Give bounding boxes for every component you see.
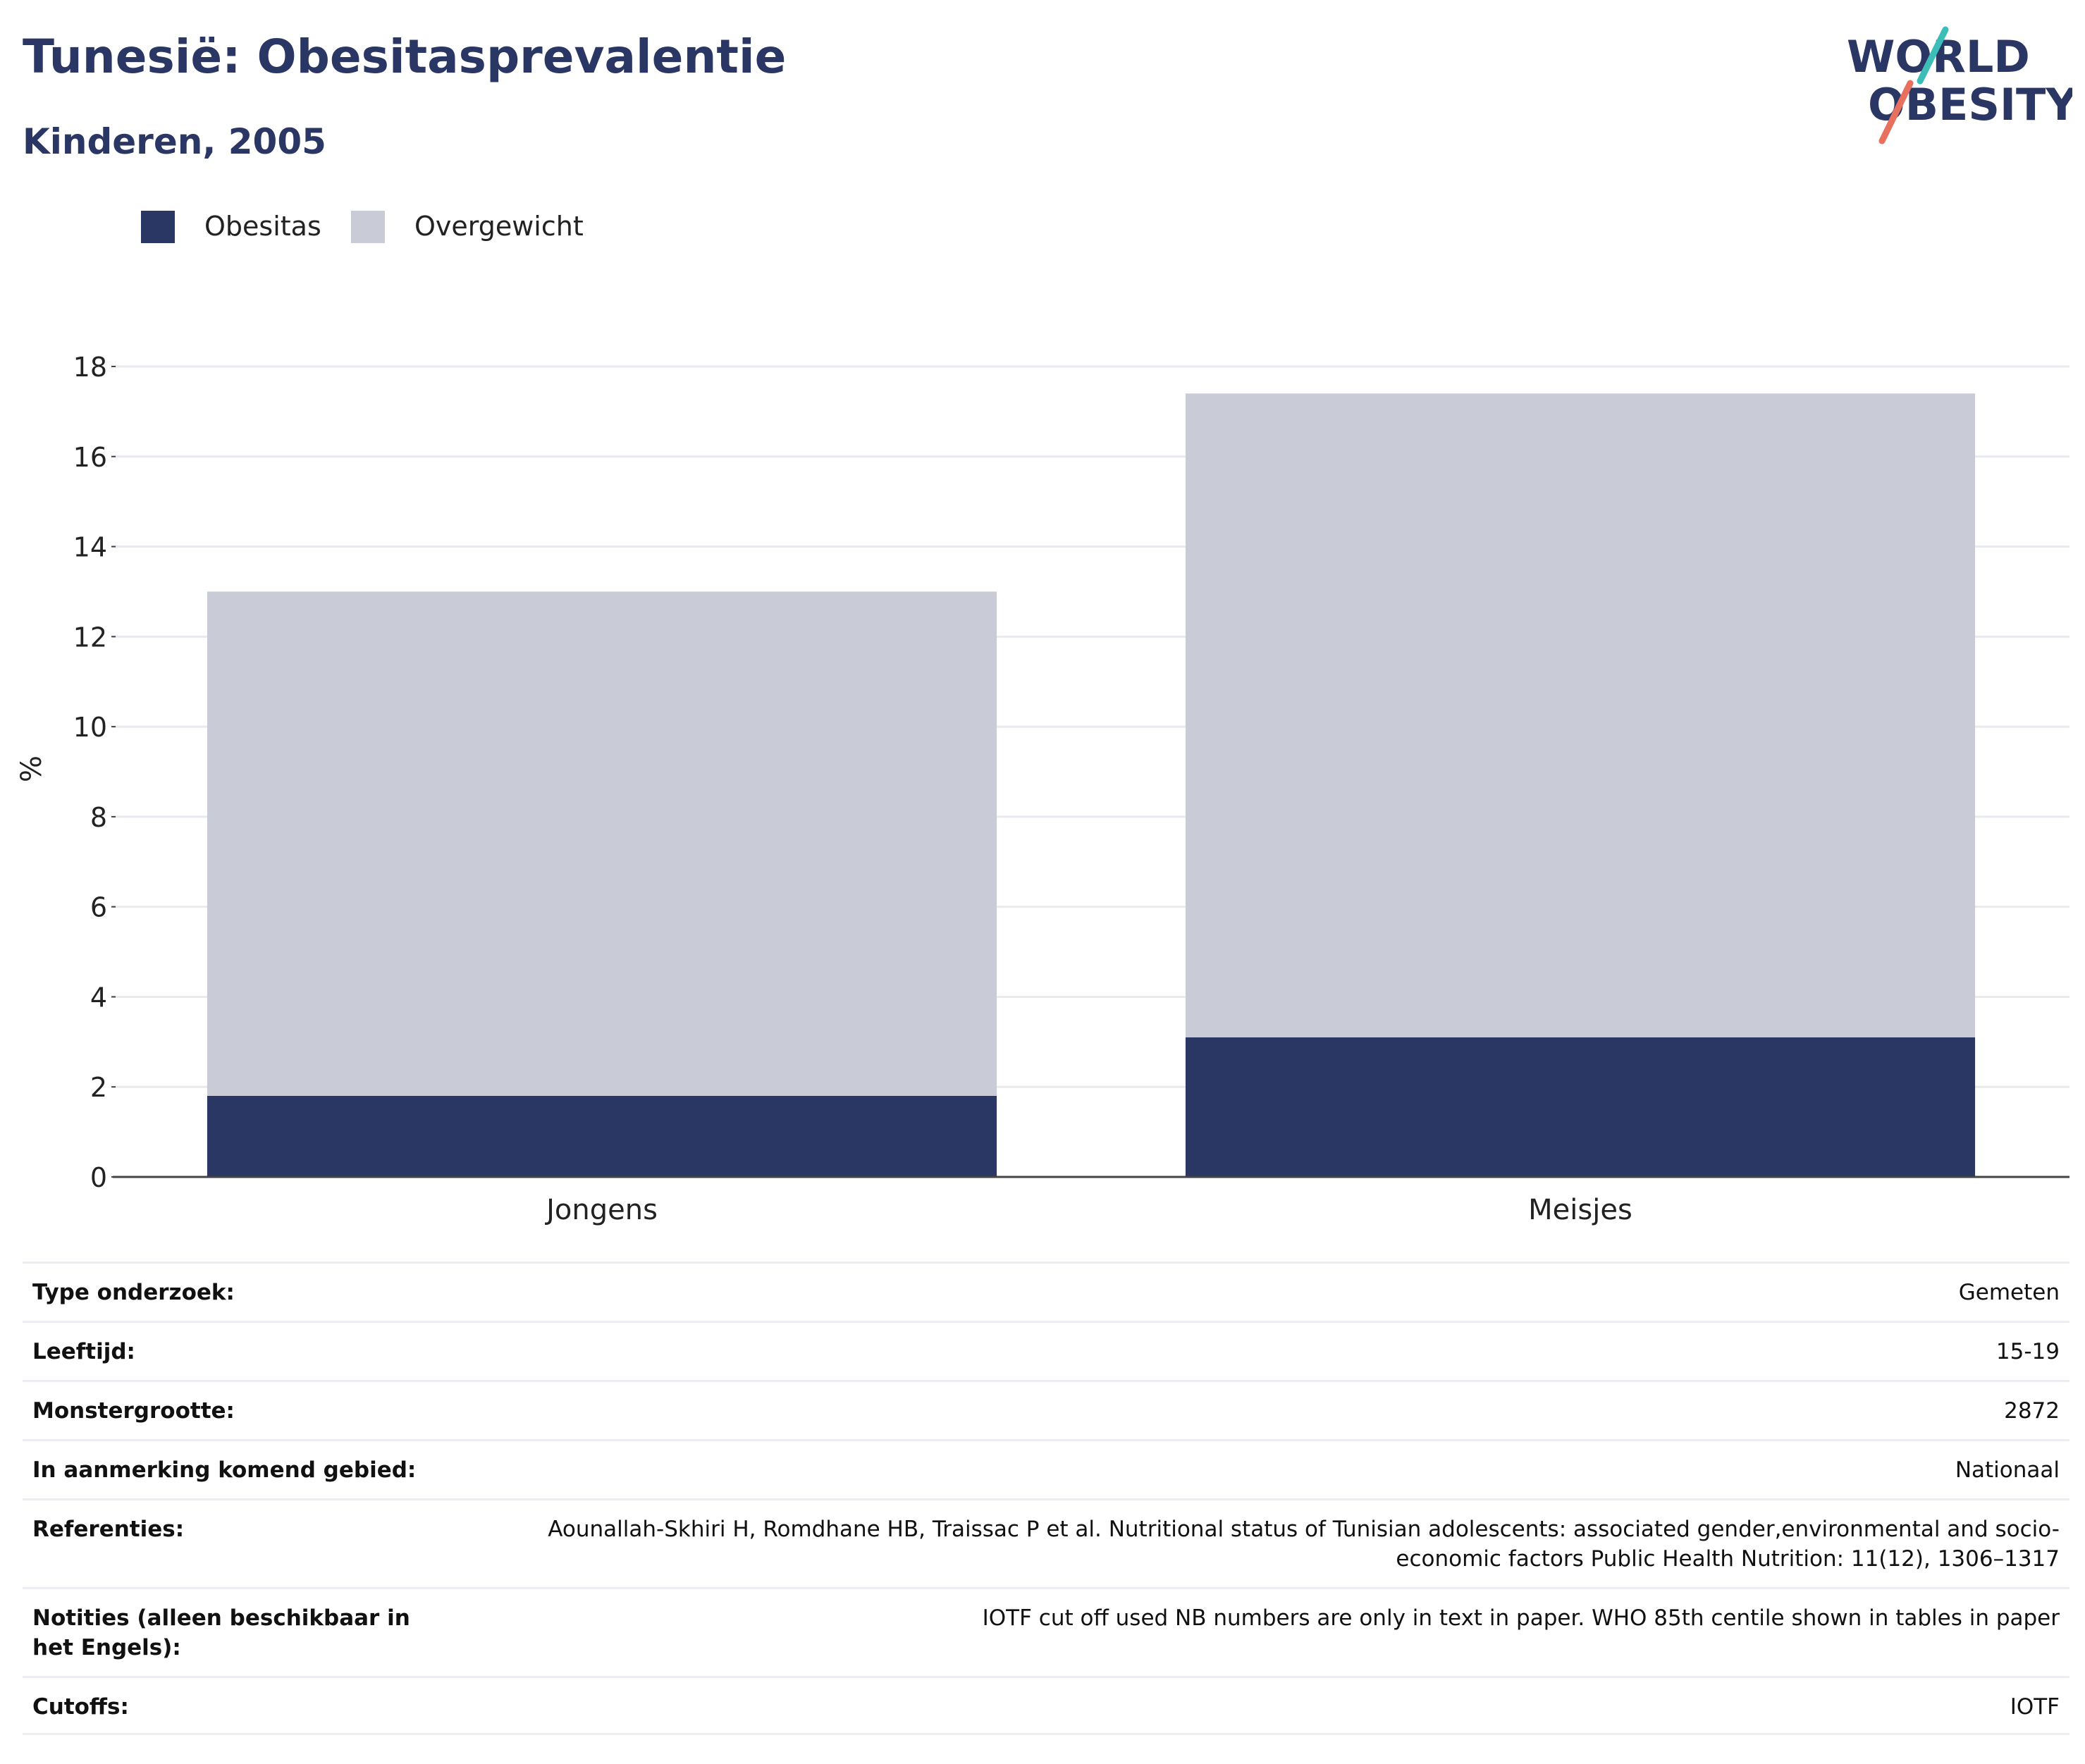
legend-swatch-obesitas [141,211,175,243]
meta-value: Aounallah-Skhiri H, Romdhane HB, Traissa… [548,1517,2060,1572]
meta-row-notes: Notities (alleen beschikbaar in het Enge… [23,1587,2069,1676]
bars-layer [207,393,1976,1177]
y-tick-label: 8 [90,802,107,833]
meta-label: Monstergrootte: [32,1398,235,1424]
bar-overgewicht-jongens[interactable] [207,591,997,1096]
meta-value: Gemeten [1958,1280,2060,1305]
meta-label: In aanmerking komend gebied: [32,1457,417,1483]
meta-value: Nationaal [1955,1457,2060,1483]
y-tick-label: 10 [73,712,107,743]
legend-label-obesitas: Obesitas [204,211,321,242]
meta-label: Leeftijd: [32,1339,135,1364]
world-obesity-logo: WORLD OBESITY [1847,26,2072,144]
meta-label: Notities (alleen beschikbaar in het Enge… [32,1605,410,1660]
axis-layer: 0 2 4 6 8 10 12 14 16 18 Jongens Meisjes [73,352,2069,1226]
bar-overgewicht-meisjes[interactable] [1185,393,1976,1037]
bar-obesitas-jongens[interactable] [207,1096,997,1177]
meta-value: IOTF cut off used NB numbers are only in… [982,1605,2060,1631]
y-tick-label: 18 [73,352,107,383]
legend-swatch-overgewicht [351,211,385,243]
meta-label: Type onderzoek: [32,1280,235,1305]
meta-row-references: Referenties: Aounallah-Skhiri H, Romdhan… [23,1498,2069,1587]
y-tick-label: 2 [90,1072,107,1103]
meta-label: Referenties: [32,1517,185,1542]
meta-value: 15-19 [1995,1339,2060,1364]
stacked-bar-chart: 0 2 4 6 8 10 12 14 16 18 Jongens Meisjes % [16,352,2069,1226]
bar-obesitas-meisjes[interactable] [1185,1037,1976,1177]
x-tick-label: Jongens [544,1194,658,1226]
meta-label: Cutoffs: [32,1694,129,1720]
y-tick-label: 14 [73,532,107,563]
meta-row-type: Type onderzoek: Gemeten [23,1262,2069,1321]
logo-slash-coral [1878,80,1914,144]
meta-value: IOTF [2010,1694,2060,1720]
page-subtitle: Kinderen, 2005 [23,121,326,162]
y-tick-label: 0 [90,1162,107,1193]
y-axis-label: % [16,755,48,782]
study-details-table: Type onderzoek: Gemeten Leeftijd: 15-19 … [23,1262,2069,1735]
meta-row-area: In aanmerking komend gebied: Nationaal [23,1439,2069,1498]
meta-row-cutoffs: Cutoffs: IOTF [23,1676,2069,1735]
logo-slash-teal [1917,26,1949,85]
meta-row-sample-size: Monstergrootte: 2872 [23,1380,2069,1439]
logo-wordmark: WORLD OBESITY [1847,31,2072,130]
x-tick-label: Meisjes [1528,1194,1632,1226]
legend-label-overgewicht: Overgewicht [414,211,584,242]
meta-value: 2872 [2004,1398,2060,1424]
y-tick-label: 6 [90,892,107,923]
page-title: Tunesië: Obesitasprevalentie [23,30,787,84]
y-tick-label: 4 [90,982,107,1013]
meta-row-age: Leeftijd: 15-19 [23,1321,2069,1380]
y-tick-label: 12 [73,622,107,653]
y-tick-label: 16 [73,442,107,473]
